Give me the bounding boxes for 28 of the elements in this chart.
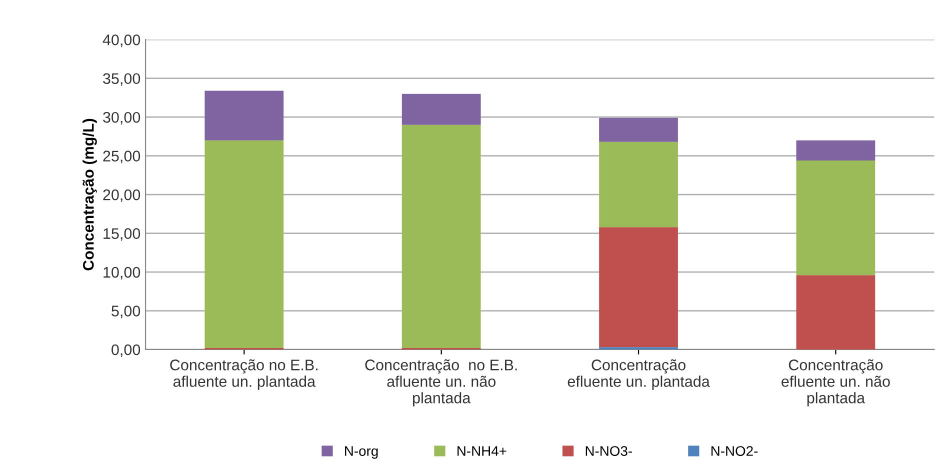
x-tick-label: Concentração no E.B. afluente un. não plantada: [365, 359, 517, 406]
x-tick-label: Concentração efluente un. não plantada: [782, 359, 890, 406]
y-tick-label: 5,00: [112, 306, 140, 318]
bar: [599, 142, 678, 228]
x-tick-label: Concentração efluente un. plantada: [568, 359, 710, 390]
bar: [402, 124, 481, 348]
y-tick-label: 0,00: [112, 344, 140, 357]
bar: [796, 160, 876, 276]
legend-label: N-org: [345, 446, 378, 459]
legend-label: N-NH4+: [458, 446, 506, 456]
bar: [402, 94, 481, 125]
bar: [204, 90, 284, 140]
y-tick-label: 15,00: [104, 228, 140, 241]
bar: [599, 118, 678, 142]
x-tick-label: Concentração no E.B. afluente un. plantada: [170, 359, 318, 390]
bar: [204, 140, 284, 348]
y-tick-label: 20,00: [103, 189, 140, 202]
y-tick-label: 35,00: [103, 73, 140, 86]
bar: [796, 140, 876, 160]
y-tick-label: 10,00: [104, 266, 140, 280]
y-tick-label: 40,00: [102, 34, 140, 48]
legend-label: N-NO2-: [711, 446, 758, 456]
bar: [599, 227, 678, 348]
y-tick-label: 30,00: [103, 112, 140, 125]
legend-label: N-NO3-: [586, 446, 632, 456]
y-axis-title: Concentração (mg/L): [82, 118, 97, 270]
bar: [796, 275, 876, 350]
y-tick-label: 25,00: [103, 150, 140, 164]
